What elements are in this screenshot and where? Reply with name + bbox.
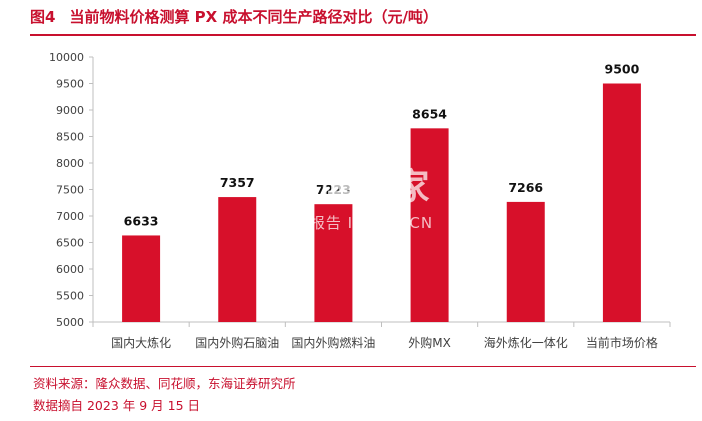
bar-value-label: 9500 [605, 62, 640, 77]
x-category-label: 国内大炼化 [111, 335, 171, 350]
bar [314, 204, 353, 322]
source-note: 资料来源：隆众数据、同花顺，东海证券研究所 [33, 376, 296, 391]
x-category-label: 国内外购燃料油 [291, 335, 375, 350]
x-category-label: 当前市场价格 [586, 335, 658, 350]
bar-value-label: 7357 [220, 175, 255, 190]
bar [602, 83, 641, 322]
y-tick-label: 7000 [56, 210, 84, 223]
y-tick-label: 9000 [56, 104, 84, 117]
x-axis: 国内大炼化 国内外购石脑油 国内外购燃料油 外购MX 海外炼化一体化 当前市场价格 [92, 321, 671, 350]
bar [122, 235, 161, 322]
value-labels: 6633 7357 7223 8654 7266 9500 [124, 62, 640, 229]
y-tick-label: 5500 [56, 290, 84, 303]
bar-value-label: 6633 [124, 213, 159, 228]
y-tick-label: 6000 [56, 263, 84, 276]
x-category-label: 海外炼化一体化 [484, 335, 568, 350]
bars [122, 83, 641, 322]
y-tick-label: 10000 [49, 51, 84, 64]
bar-value-label: 8654 [412, 106, 447, 121]
y-tick-label: 8500 [56, 131, 84, 144]
bar-value-label: 7266 [508, 180, 543, 195]
x-category-label: 国内外购石脑油 [195, 335, 279, 350]
bar [506, 201, 545, 322]
figure-title-text: 当前物料价格测算 PX 成本不同生产路径对比（元/吨） [69, 8, 438, 26]
y-tick-label: 9500 [56, 78, 84, 91]
y-axis: 5000 5500 6000 6500 7000 7500 8000 8500 9000 9500… [49, 51, 94, 329]
bar [218, 197, 257, 322]
y-tick-label: 8000 [56, 157, 84, 170]
y-tick-label: 6500 [56, 237, 84, 250]
bar-value-label: 7223 [316, 182, 351, 197]
source-divider [30, 366, 696, 367]
figure-title: 图4 当前物料价格测算 PX 成本不同生产路径对比（元/吨） [30, 6, 452, 27]
x-category-label: 外购MX [408, 335, 451, 350]
data-date-note: 数据摘自 2023 年 9 月 15 日 [33, 398, 201, 413]
title-divider [30, 34, 696, 36]
bar [410, 128, 449, 322]
y-tick-label: 7500 [56, 184, 84, 197]
figure-number: 图4 [30, 8, 56, 26]
y-tick-label: 5000 [56, 316, 84, 329]
